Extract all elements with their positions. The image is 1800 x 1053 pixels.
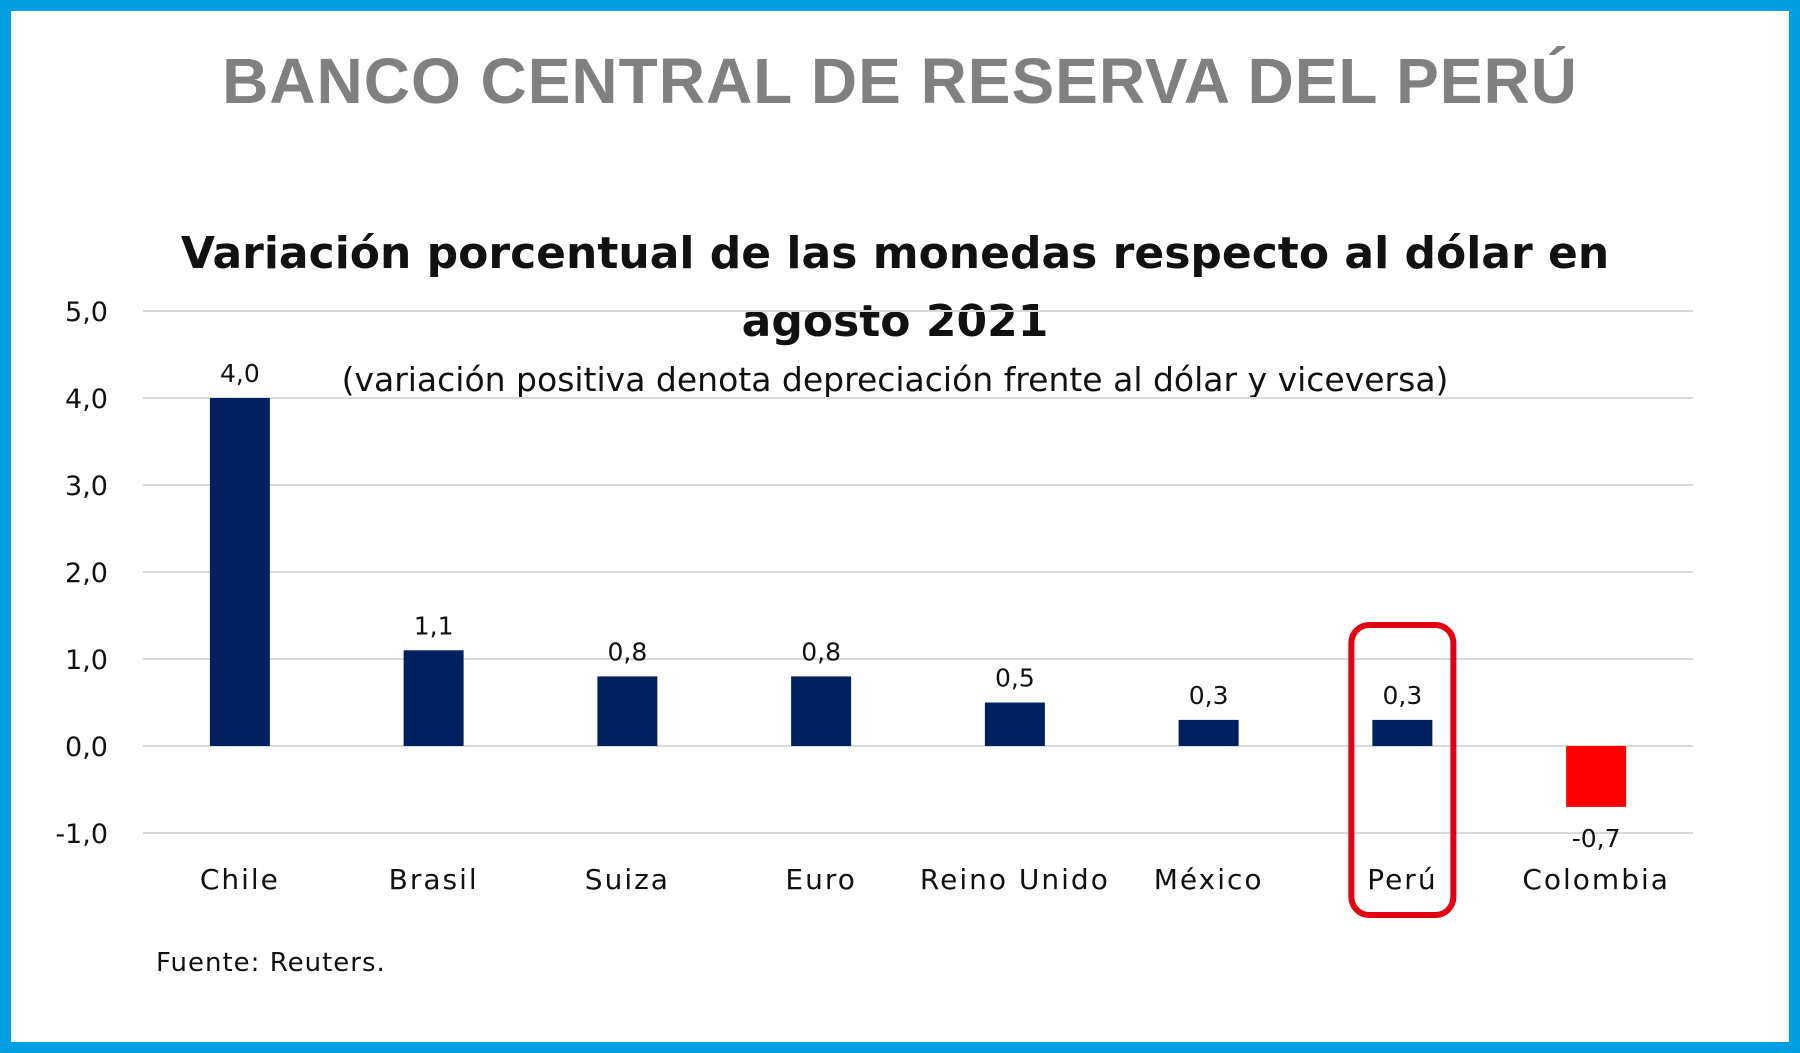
chart-title-line2: agosto 2021 [741, 296, 1049, 347]
bar [984, 702, 1045, 746]
x-tick-label: Euro [785, 863, 856, 896]
bar [1178, 719, 1239, 746]
data-label: 4,0 [220, 359, 260, 388]
bar [791, 676, 852, 746]
y-tick-label: 3,0 [65, 471, 108, 502]
data-label: 0,5 [995, 664, 1035, 693]
data-label: 0,8 [801, 637, 841, 666]
chart-title-line1: Variación porcentual de las monedas resp… [180, 228, 1610, 279]
x-tick-label: Reino Unido [920, 863, 1110, 896]
data-label: 1,1 [414, 611, 454, 640]
bar [597, 676, 658, 746]
x-tick-label: Perú [1367, 863, 1437, 896]
x-tick-label: Brasil [389, 863, 479, 896]
y-tick-label: -1,0 [55, 819, 108, 850]
bar [209, 398, 270, 746]
bank-title: BANCO CENTRAL DE RESERVA DEL PERÚ [222, 45, 1578, 117]
y-tick-label: 5,0 [65, 297, 108, 328]
data-label: 0,3 [1189, 681, 1229, 710]
data-label: 0,8 [607, 637, 647, 666]
y-tick-label: 2,0 [65, 558, 108, 589]
y-tick-label: 0,0 [65, 732, 108, 763]
data-label: 0,3 [1382, 681, 1422, 710]
y-tick-label: 1,0 [65, 645, 108, 676]
x-tick-label: Colombia [1522, 863, 1670, 896]
highlight-box [1348, 622, 1457, 918]
data-label: -0,7 [1572, 824, 1621, 853]
x-tick-label: Suiza [585, 863, 670, 896]
chart-subtitle: (variación positiva denota depreciación … [341, 360, 1449, 399]
y-tick-label: 4,0 [65, 384, 108, 415]
bar [1566, 746, 1627, 807]
bar [403, 650, 464, 746]
source-note: Fuente: Reuters. [156, 948, 386, 978]
bar [1372, 719, 1433, 746]
x-tick-label: Chile [200, 863, 280, 896]
x-tick-label: México [1154, 863, 1264, 896]
